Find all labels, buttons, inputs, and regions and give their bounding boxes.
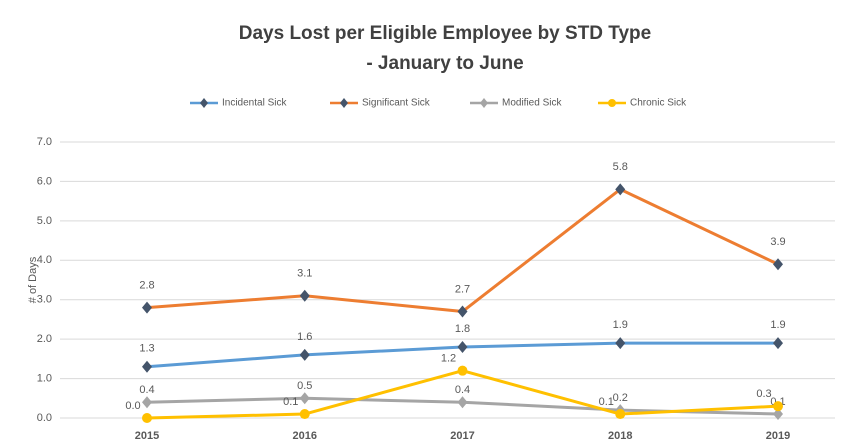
- data-label: 0.2: [613, 392, 628, 404]
- data-label: 0.4: [139, 384, 154, 396]
- data-label: 0.0: [125, 400, 140, 412]
- y-tick-label: 7.0: [37, 136, 52, 148]
- data-point: [773, 408, 783, 421]
- data-label: 5.8: [613, 161, 628, 173]
- legend-label: Chronic Sick: [630, 98, 687, 109]
- y-tick-label: 3.0: [37, 294, 52, 306]
- data-label: 2.7: [455, 283, 470, 295]
- data-point: [457, 341, 468, 354]
- data-point: [299, 392, 310, 405]
- y-tick-label: 1.0: [37, 372, 52, 384]
- data-label: 0.3: [756, 388, 771, 400]
- data-label: 0.5: [297, 380, 312, 392]
- y-tick-label: 4.0: [37, 254, 52, 266]
- data-point: [615, 409, 626, 420]
- data-point: [457, 396, 468, 409]
- y-tick-label: 6.0: [37, 175, 52, 187]
- y-tick-label: 2.0: [37, 333, 52, 345]
- legend-marker: [608, 99, 616, 107]
- y-tick-label: 0.0: [37, 412, 52, 424]
- data-point: [615, 337, 626, 350]
- legend-marker: [340, 98, 348, 108]
- data-point: [142, 413, 152, 423]
- legend-marker: [200, 98, 208, 108]
- x-tick-label: 2019: [766, 430, 790, 442]
- data-point: [299, 289, 310, 302]
- data-point: [615, 183, 626, 196]
- x-tick-label: 2017: [450, 430, 474, 442]
- x-tick-label: 2015: [135, 430, 159, 442]
- data-label: 1.9: [613, 319, 628, 331]
- legend-marker: [480, 98, 488, 108]
- data-point: [457, 365, 468, 376]
- legend-label: Incidental Sick: [222, 98, 287, 109]
- legend-label: Modified Sick: [502, 98, 562, 109]
- data-point: [299, 409, 310, 420]
- data-point: [773, 401, 783, 412]
- data-point: [457, 305, 468, 318]
- data-label: 1.9: [770, 319, 785, 331]
- data-label: 1.3: [139, 343, 154, 355]
- data-point: [142, 301, 152, 314]
- x-tick-label: 2016: [293, 430, 317, 442]
- data-point: [773, 337, 783, 350]
- data-point: [142, 360, 152, 373]
- y-axis-label: # of Days: [27, 256, 39, 303]
- data-label: 0.1: [283, 396, 298, 408]
- data-label: 3.9: [770, 236, 785, 248]
- chart-title: - January to June: [366, 53, 523, 74]
- data-label: 1.6: [297, 331, 312, 343]
- y-tick-label: 5.0: [37, 215, 52, 227]
- data-label: 2.8: [139, 280, 154, 292]
- legend-label: Significant Sick: [362, 98, 431, 109]
- data-point: [299, 348, 310, 361]
- data-point: [142, 396, 152, 409]
- data-label: 0.4: [455, 384, 470, 396]
- data-label: 0.1: [599, 396, 614, 408]
- data-label: 1.8: [455, 323, 470, 335]
- data-point: [773, 258, 783, 271]
- data-label: 1.2: [441, 353, 456, 365]
- data-label: 3.1: [297, 268, 312, 280]
- chart-title: Days Lost per Eligible Employee by STD T…: [239, 23, 651, 44]
- x-tick-label: 2018: [608, 430, 632, 442]
